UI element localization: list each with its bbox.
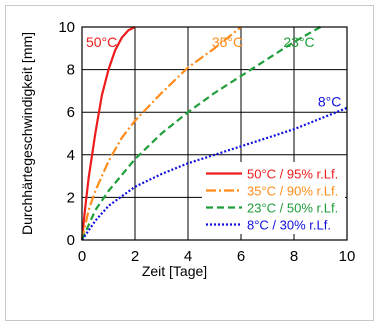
x-tick-label: 6 [237, 248, 245, 265]
curve-label-2: 23°C [283, 34, 314, 50]
y-tick-label: 0 [67, 232, 75, 249]
chart: 0 2 4 6 8 10 0 2 4 6 8 10 50°C 35°C 23°C 8°C 50°C / 95… [19, 19, 355, 279]
legend-entry-2: 23°C / 50% r.Lf. [247, 201, 338, 216]
x-tick-label: 4 [184, 248, 192, 265]
chart-frame: 0 2 4 6 8 10 0 2 4 6 8 10 50°C 35°C 23°C 8°C 50°C / 95… [5, 5, 374, 321]
y-tick-label: 8 [67, 62, 75, 79]
legend-entry-0: 50°C / 95% r.Lf. [247, 167, 338, 182]
y-axis-label: Durchhärtegeschwindigkeit [mm] [19, 32, 35, 235]
x-tick-label: 0 [78, 248, 86, 265]
legend-entry-3: 8°C / 30% r.Lf. [247, 218, 331, 233]
x-tick-label: 10 [339, 248, 356, 265]
curve-labels: 50°C 35°C 23°C 8°C [86, 34, 341, 110]
series-line-0 [80, 26, 136, 241]
curve-label-1: 35°C [212, 34, 243, 50]
x-axis-label: Zeit [Tage] [142, 263, 207, 279]
x-tick-label: 8 [290, 248, 298, 265]
curve-label-0: 50°C [86, 34, 117, 50]
series-line-1 [80, 26, 242, 241]
y-tick-label: 4 [67, 147, 75, 164]
legend-entry-1: 35°C / 90% r.Lf. [247, 184, 338, 199]
legend: 50°C / 95% r.Lf. 35°C / 90% r.Lf. 23°C / 5… [202, 162, 345, 234]
y-tick-label: 2 [67, 189, 75, 206]
series-lines [80, 26, 348, 241]
y-tick-label: 10 [58, 19, 75, 36]
plot-border [81, 26, 348, 241]
series-line-2 [80, 26, 322, 241]
y-tick-label: 6 [67, 104, 75, 121]
x-tick-label: 2 [131, 248, 139, 265]
tick-labels: 0 2 4 6 8 10 0 2 4 6 8 10 [58, 19, 355, 265]
curve-label-3: 8°C [318, 94, 342, 110]
